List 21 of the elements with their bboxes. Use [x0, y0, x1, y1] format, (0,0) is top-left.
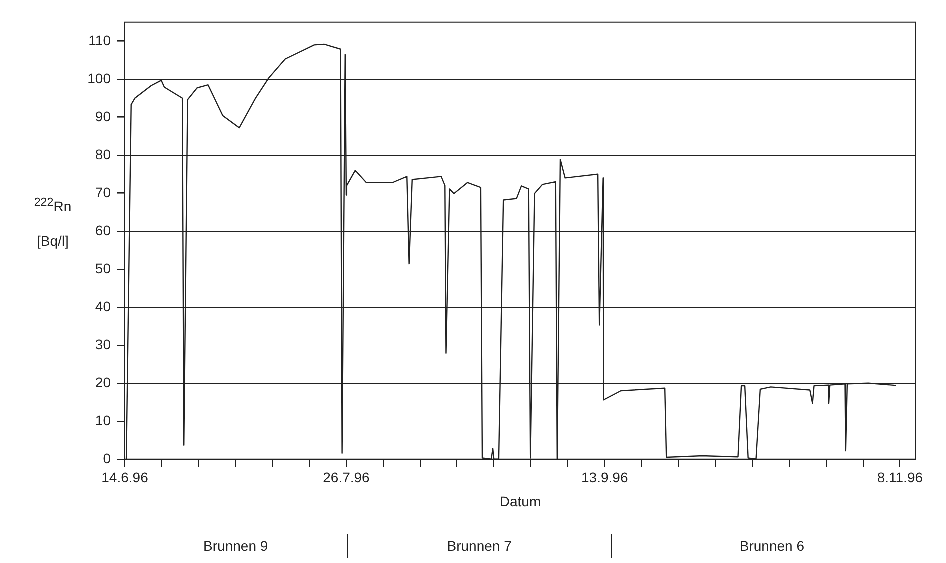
text: Brunnen 6	[738, 537, 806, 556]
x-tick-label: 13.9.96	[582, 470, 628, 486]
x-tick-label: 8.11.96	[877, 470, 924, 486]
y-tick-label: 60	[95, 222, 112, 238]
y-tick-label: 0	[103, 450, 112, 466]
x-tick-label: 26.7.96	[323, 470, 370, 486]
y-tick-label: 100	[88, 70, 112, 86]
y-tick-label: 80	[95, 146, 112, 162]
x-tick-label: 14.6.96	[102, 470, 149, 486]
y-tick-label: 10	[95, 412, 112, 428]
text: $^{222}$Rn [Bq/l]	[34, 196, 72, 249]
y-tick-label: 50	[95, 260, 112, 276]
y-tick-label: 30	[95, 336, 112, 352]
y-tick-label: 40	[95, 298, 112, 314]
y-tick-label: 110	[88, 32, 112, 48]
y-tick-label: 90	[95, 108, 112, 124]
text: Brunnen 9	[202, 537, 270, 556]
text: Brunnen 7	[446, 537, 513, 556]
y-tick-label: 70	[95, 184, 112, 200]
x-axis-title: Datum	[500, 493, 542, 510]
y-tick-label: 20	[95, 374, 112, 390]
